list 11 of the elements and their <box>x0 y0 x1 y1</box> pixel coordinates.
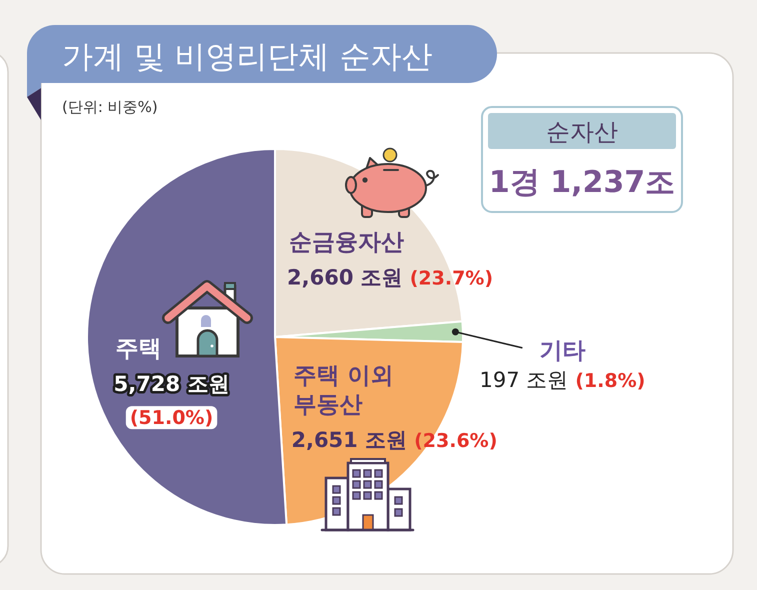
slice-label: 기타 <box>539 338 586 364</box>
text: 순자산 <box>546 118 618 146</box>
slice-label: 주택 <box>116 336 162 362</box>
slice-label: 순금융자산 <box>289 229 404 256</box>
slice-label: 주택 이외 부동산 <box>293 362 394 418</box>
chart-title: 가계 및 비영리단체 순자산 <box>62 39 433 75</box>
chart-subtitle: (단위: 비중%) <box>62 98 158 116</box>
text: 1경 1,237조 <box>488 165 676 200</box>
data-label: 5,728 조원 (51.0%) <box>114 372 230 430</box>
data-label: 2,660 조원 (23.7%) <box>287 265 494 290</box>
data-label: 197 조원 (1.8%) <box>479 368 646 392</box>
